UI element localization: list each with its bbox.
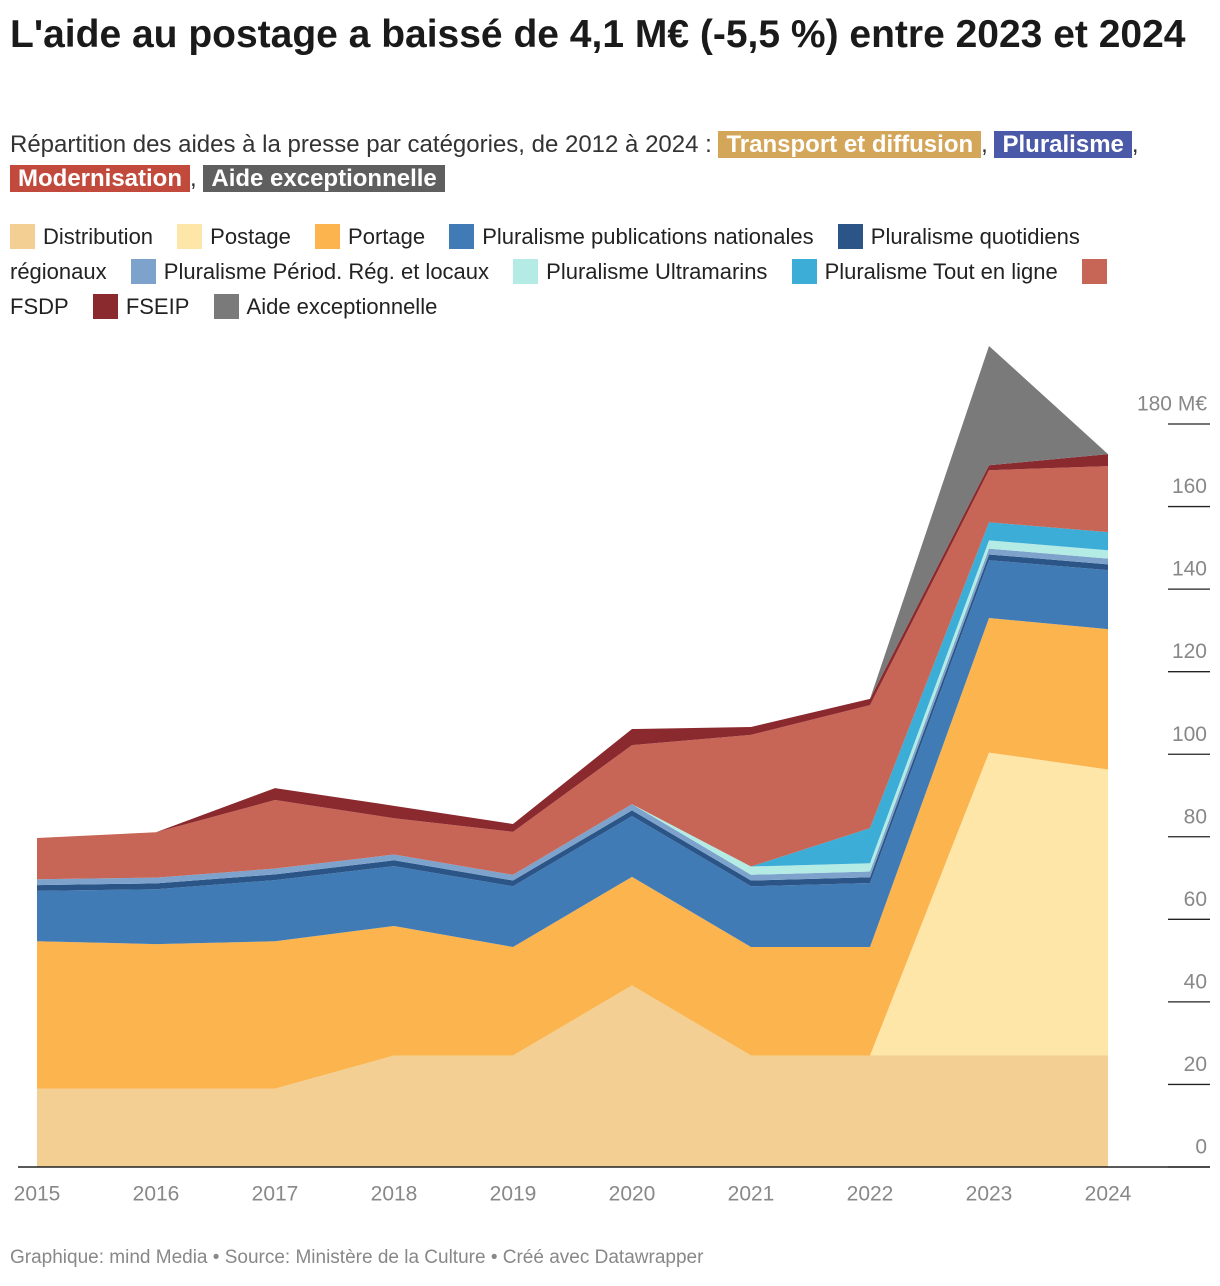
chart-title: L'aide au postage a baissé de 4,1 M€ (-5… — [10, 13, 1186, 56]
x-tick-label: 2019 — [490, 1183, 537, 1206]
legend-label: Pluralisme publications nationales — [482, 224, 814, 249]
legend-label: Pluralisme Tout en ligne — [824, 259, 1058, 284]
legend-label: Postage — [210, 224, 291, 249]
x-tick-label: 2018 — [371, 1183, 418, 1206]
legend-swatch — [449, 224, 475, 249]
x-tick-label: 2016 — [133, 1183, 180, 1206]
legend-item: Pluralisme publications nationales — [449, 224, 814, 249]
legend-swatch — [791, 259, 817, 284]
y-tick-label: 100 — [1172, 723, 1207, 746]
legend-item: Pluralisme quotidiens régionaux — [10, 224, 1080, 284]
legend-swatch — [1081, 259, 1107, 284]
legend-item: Pluralisme Tout en ligne — [791, 259, 1058, 284]
legend-swatch — [837, 224, 863, 249]
y-tick-label: 0 — [1195, 1136, 1207, 1159]
legend-label: Pluralisme Ultramarins — [546, 259, 768, 284]
x-tick-label: 2022 — [847, 1183, 894, 1206]
area — [37, 466, 1108, 880]
area — [37, 752, 1108, 1089]
area — [37, 618, 1108, 1089]
footer: Graphique: mind Media • Source: Ministèr… — [10, 1247, 704, 1268]
subtitle-tag: Pluralisme — [994, 131, 1132, 158]
legend-item: FSDP — [10, 259, 1115, 319]
subtitle-tag: Aide exceptionnelle — [203, 165, 445, 192]
area — [37, 345, 1108, 839]
legend-swatch — [130, 259, 156, 284]
legend-label: Portage — [348, 224, 426, 249]
legend-label: Pluralisme Périod. Rég. et locaux — [163, 259, 490, 284]
x-tick-label: 2023 — [966, 1183, 1013, 1206]
legend: Distribution Postage Portage Pluralisme … — [10, 219, 1180, 324]
legend-swatch — [315, 224, 341, 249]
x-tick-label: 2024 — [1085, 1183, 1132, 1206]
legend-item: Portage — [315, 224, 425, 249]
y-tick-label: 40 — [1184, 970, 1207, 993]
legend-label: Pluralisme quotidiens régionaux — [10, 224, 1080, 284]
legend-swatch — [177, 224, 203, 249]
legend-label: FSDP — [10, 294, 69, 319]
y-tick-label: 140 — [1172, 558, 1207, 581]
subtitle-text: Répartition des aides à la presse par ca… — [10, 131, 712, 158]
legend-item: Aide exceptionnelle — [213, 294, 438, 319]
subtitle-tag: Transport et diffusion — [718, 131, 982, 158]
legend-label: Aide exceptionnelle — [246, 294, 438, 319]
y-tick-label: 120 — [1172, 640, 1207, 663]
legend-item: FSEIP — [92, 294, 190, 319]
legend-item: Postage — [177, 224, 291, 249]
y-tick-label: 180 M€ — [1137, 393, 1207, 416]
y-tick-label: 80 — [1184, 805, 1207, 828]
subtitle: Répartition des aides à la presse par ca… — [10, 131, 1139, 192]
legend-swatch — [92, 294, 118, 319]
legend-item: Pluralisme Périod. Rég. et locaux — [130, 259, 490, 284]
legend-swatch — [513, 259, 539, 284]
y-tick-label: 160 — [1172, 475, 1207, 498]
chart: 0 20 40 60 80 100 120 140 160 180 M€ 2015 2016 2017 2… — [14, 345, 1210, 1206]
legend-swatch — [213, 294, 239, 319]
x-tick-label: 2020 — [609, 1183, 656, 1206]
legend-label: FSEIP — [125, 294, 190, 319]
area — [37, 560, 1108, 947]
legend-item: Pluralisme Ultramarins — [513, 259, 767, 284]
x-tick-label: 2021 — [728, 1183, 775, 1206]
y-tick-label: 60 — [1184, 888, 1207, 911]
legend-swatch — [10, 224, 35, 249]
y-tick-label: 20 — [1184, 1053, 1207, 1076]
x-tick-label: 2015 — [14, 1183, 61, 1206]
x-tick-label: 2017 — [252, 1183, 299, 1206]
area — [37, 985, 1108, 1167]
legend-label: Distribution — [43, 224, 154, 249]
legend-item: Distribution — [10, 224, 153, 249]
subtitle-tag: Modernisation — [10, 165, 191, 192]
